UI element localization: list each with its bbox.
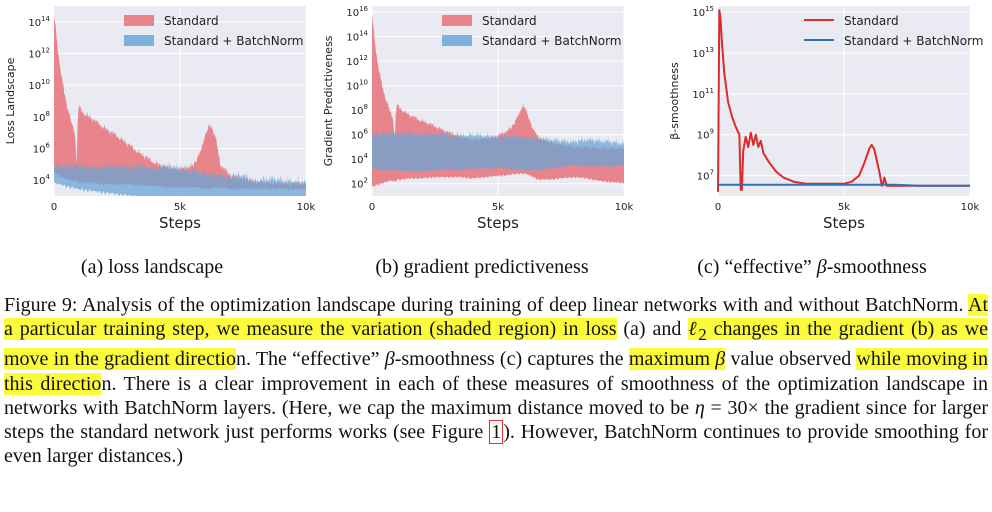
x-tick-label: 5k — [838, 202, 850, 213]
y-tick-label: 1015 — [692, 5, 714, 19]
legend-label: Standard — [844, 14, 899, 28]
subcaption-b: (b) gradient predictiveness — [375, 256, 589, 278]
caption-text-2: (a) and — [616, 318, 689, 341]
caption-text-4: -smoothness (c) captures the — [394, 348, 629, 371]
legend-label: Standard — [482, 14, 537, 28]
series-group — [717, 9, 970, 192]
x-axis-label: Steps — [823, 214, 865, 232]
x-tick-label: 10k — [297, 202, 316, 213]
y-tick-label: 1016 — [346, 5, 368, 19]
caption-text-8: ). However, BatchNorm continues to provi… — [4, 421, 989, 468]
subcaption-c-prefix: (c) “effective” — [697, 256, 817, 278]
y-tick-label: 106 — [351, 128, 369, 142]
y-tick-label: 1011 — [692, 87, 714, 101]
panel-c: 107 109 1011 1013 1015 0 5k 10k Steps β-smoothnes… — [660, 0, 984, 240]
x-tick-label: 10k — [615, 202, 634, 213]
chart-loss-landscape: 104 106 108 1010 1012 1014 0 5k 10k Steps Loss Lan… — [4, 6, 316, 232]
y-tick-label: 1010 — [346, 79, 368, 93]
figure-caption: Figure 9: Analysis of the optimization l… — [4, 293, 988, 468]
caption-text-3: n. The “effective” — [235, 348, 385, 371]
x-tick-label: 0 — [51, 202, 57, 213]
figure-ref-link[interactable]: 1 — [489, 420, 504, 445]
beta-symbol: β — [384, 348, 395, 371]
x-tick-label: 0 — [369, 202, 375, 213]
highlight-3: maximum β — [628, 348, 726, 371]
highlight-3-beta: β — [715, 348, 726, 371]
x-axis-label: Steps — [159, 214, 201, 232]
subcaption-c-suffix: -smoothness — [826, 256, 927, 278]
y-axis-label: β-smoothness — [668, 62, 681, 140]
y-tick-label: 1013 — [692, 46, 714, 60]
y-tick-label: 104 — [33, 173, 51, 187]
caption-text-1: Analysis of the optimization landscape d… — [77, 294, 968, 316]
y-tick-label: 106 — [33, 142, 51, 156]
x-tick-label: 10k — [961, 202, 980, 213]
legend-swatch — [124, 35, 154, 46]
series-band-batchnorm — [54, 160, 306, 196]
y-tick-label: 107 — [697, 169, 714, 183]
series-group — [372, 14, 624, 187]
y-tick-label: 1012 — [346, 54, 368, 68]
legend-swatch — [124, 15, 154, 26]
panel-a: 104 106 108 1010 1012 1014 0 5k 10k Steps Loss Lan… — [0, 0, 320, 240]
legend-label: Standard — [164, 14, 219, 28]
caption-text-6: n. There is a clear improvement in each … — [4, 372, 989, 419]
y-tick-label: 108 — [33, 110, 50, 124]
legend-label: Standard + BatchNorm — [164, 34, 304, 48]
series-group — [54, 13, 306, 196]
x-axis-label: Steps — [477, 214, 519, 232]
y-tick-label: 108 — [351, 103, 368, 117]
subcaption-c-beta: β — [816, 256, 827, 278]
highlight-3-text: maximum — [628, 348, 716, 371]
series-band-batchnorm — [372, 129, 624, 173]
legend-swatch — [442, 15, 472, 26]
caption-text-7: = 30× the gradient since for larger step… — [4, 396, 989, 444]
legend-swatch — [442, 35, 472, 46]
y-tick-label: 109 — [697, 128, 714, 142]
chart-gradient-predictiveness: 102 104 106 108 1010 1012 1014 1016 0 5k 10k Steps G… — [322, 5, 634, 232]
caption-text-5: value observed — [725, 348, 857, 371]
eta-symbol: η — [694, 396, 705, 419]
panel-b: 102 104 106 108 1010 1012 1014 1016 0 5k 10k Steps G… — [320, 0, 640, 240]
highlight-2-text: changes in the gradient (b) as we move i… — [4, 318, 988, 371]
series-line-batchnorm — [718, 183, 970, 187]
y-axis-label: Gradient Predictiveness — [322, 35, 335, 166]
chart-beta-smoothness: 107 109 1011 1013 1015 0 5k 10k Steps β-smoothnes… — [668, 5, 984, 232]
y-tick-label: 1012 — [28, 47, 50, 61]
legend-label: Standard + BatchNorm — [844, 34, 984, 48]
ell-subscript: 2 — [698, 325, 707, 345]
legend-label: Standard + BatchNorm — [482, 34, 622, 48]
x-tick-label: 0 — [715, 202, 721, 213]
y-tick-label: 1014 — [28, 15, 50, 29]
ell-symbol: ℓ — [688, 318, 699, 341]
x-tick-label: 5k — [174, 202, 186, 213]
y-tick-label: 102 — [351, 177, 368, 191]
series-band-standard — [54, 13, 306, 191]
subcaption-c: (c) “effective” β-smoothness — [682, 256, 942, 279]
y-axis-label: Loss Landscape — [4, 57, 17, 144]
subcaption-a: (a) loss landscape — [80, 256, 224, 278]
x-tick-label: 5k — [492, 202, 504, 213]
y-tick-label: 1014 — [346, 30, 368, 44]
caption-label: Figure 9: — [4, 294, 78, 316]
y-tick-label: 104 — [351, 152, 369, 166]
y-tick-label: 1010 — [28, 78, 50, 92]
